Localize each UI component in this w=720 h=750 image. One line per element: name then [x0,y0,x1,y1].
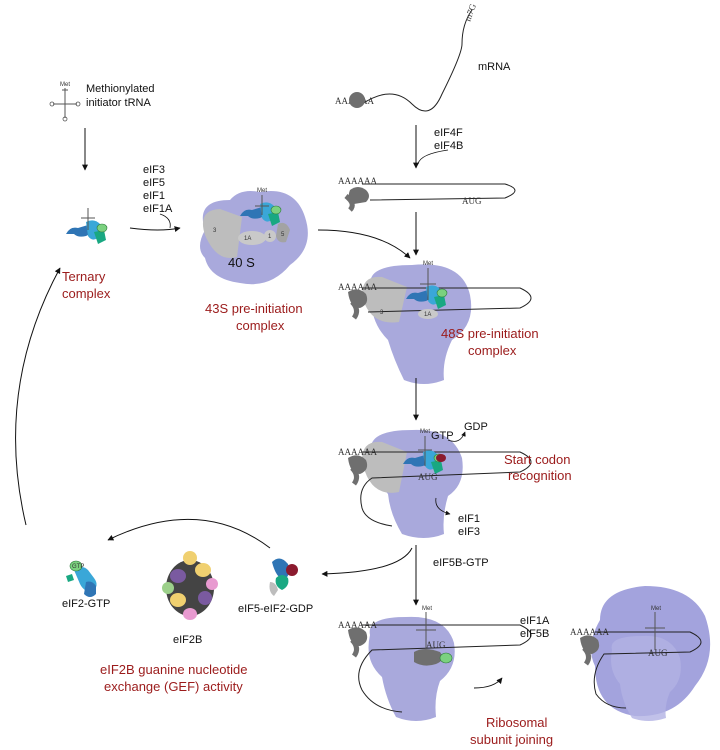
factor-eif1a: eIF1A [143,203,173,215]
pic48-shape: AAAAAA Met 1A 3 [338,261,532,384]
ternary-label-line2: complex [62,286,111,301]
arrow-factors-join [159,213,171,229]
mrna-polya-2: AAAAAA [338,176,377,186]
start-codon-complex: AAAAAA Met AUG [338,429,532,538]
gdp-label: GDP [464,421,488,433]
eif2b-shape [162,551,218,620]
factor-eif1: eIF1 [143,190,165,202]
joining-label-line1: Ribosomal [486,715,548,730]
pic48-label-line2: complex [468,343,517,358]
eif5b-gtp-label: eIF5B-GTP [433,557,489,569]
gef-label-line1: eIF2B guanine nucleotide [100,662,247,677]
start-label-line1: Start codon [504,452,571,467]
arrow-recycle-to-tc [15,267,61,526]
80s-aug: AUG [648,648,668,658]
arrow-gtp-gdp [447,431,466,442]
eif4f-label: eIF4F [434,127,463,139]
pic43-label-line1: 43S pre-initiation [205,301,303,316]
ribosome-80s: AAAAAA Met AUG [570,586,711,721]
gef-label-line2: exchange (GEF) activity [104,679,243,694]
eif2b-label: eIF2B [173,634,202,646]
trna-met-label: Met [60,82,70,88]
eif5-eif2-gdp-label: eIF5-eIF2-GDP [238,603,313,615]
eif5b-complex: AAAAAA Met AUG [338,606,532,721]
trna-label-line2: initiator tRNA [86,97,151,109]
pic43-sub3: 3 [213,228,217,234]
eif5b-met: Met [422,606,432,612]
eif2-gtp-shape: GTP [66,560,97,597]
eif4b-label: eIF4B [434,140,463,152]
pic43-sub1: 1 [268,234,272,240]
pic43-shape: Met 3 1A 1 5 [200,188,308,285]
joining-label-line2: subunit joining [470,732,553,747]
start-aug: AUG [418,472,438,482]
arrow-release-eif5-eif2 [321,547,413,577]
pic43-40s-label: 40 S [228,255,255,270]
pic43-label-line2: complex [236,318,285,333]
mrna-eif4-complex: AAAAAA AUG [338,176,516,212]
pic48-sub3: 3 [380,310,384,316]
eif2-gtp-small: GTP [72,564,84,570]
ternary-label-line1: Ternary [62,269,106,284]
arrow-gef-exchange [107,518,271,549]
pic43-met: Met [257,188,267,194]
factor-eif5: eIF5 [143,177,165,189]
arrow-tc-to-43s [129,226,181,232]
arrow-to-80s [473,677,503,689]
start-label-line2: recognition [508,468,572,483]
mrna-label: mRNA [478,61,511,73]
start-met: Met [420,429,430,435]
start-polya: AAAAAA [338,447,377,457]
arrow-43s-to-48s [317,229,411,259]
eif5b-aug: AUG [426,640,446,650]
mrna-m7g: m7G [462,2,478,23]
factor-eif3: eIF3 [143,164,165,176]
pic43-sub5: 5 [281,232,285,238]
gtp-label: GTP [431,430,454,442]
eif5-eif2-gdp-shape [269,558,298,596]
arrow-release-eif1-eif3 [435,497,451,516]
pic43-sub1a: 1A [244,236,251,242]
join-eif5b: eIF5B [520,628,549,640]
80s-polya: AAAAAA [570,627,609,637]
pic48-sub1a: 1A [424,312,431,318]
80s-met: Met [651,606,661,612]
pic48-label-line1: 48S pre-initiation [441,326,539,341]
join-eif1a: eIF1A [520,615,550,627]
release-eif1: eIF1 [458,513,480,525]
mrna-aug-2: AUG [462,196,482,206]
release-eif3: eIF3 [458,526,480,538]
initiator-trna: Met [49,82,81,122]
ternary-complex-shape [65,208,108,245]
trna-label-line1: Methionylated [86,83,155,95]
eif5b-polya: AAAAAA [338,620,377,630]
pic48-met: Met [423,261,433,267]
arrow-eif4-join [417,149,449,165]
eif2-gtp-label: eIF2-GTP [62,598,110,610]
pic48-polya: AAAAAA [338,282,377,292]
mrna-top: AAAAAA m7G [335,2,478,112]
